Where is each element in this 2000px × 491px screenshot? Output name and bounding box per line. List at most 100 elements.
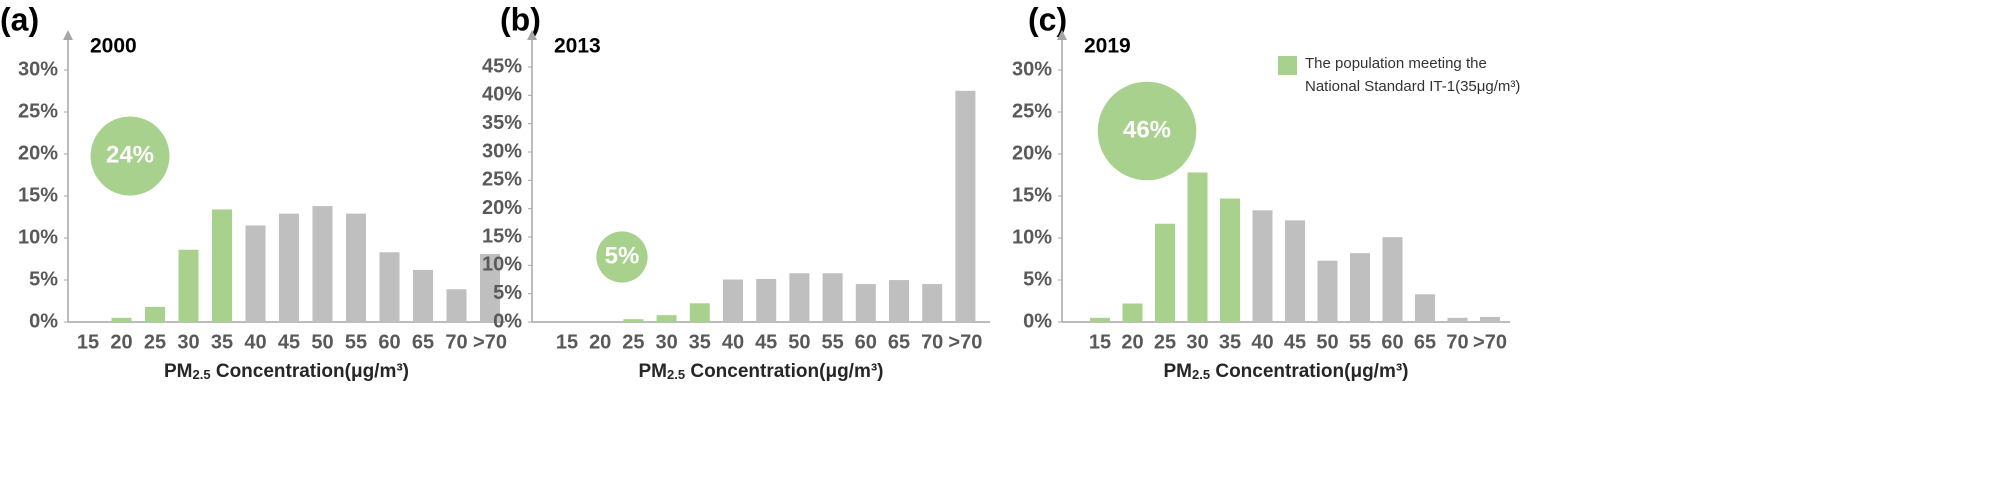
bar bbox=[1447, 317, 1468, 322]
x-axis-label-part: 2.5 bbox=[667, 367, 685, 382]
annotation-label: 5% bbox=[605, 242, 640, 269]
y-tick-label: 5% bbox=[29, 268, 58, 290]
y-tick-label: 0% bbox=[1023, 310, 1052, 332]
x-tick-label: 60 bbox=[378, 331, 400, 353]
y-tick-label: 15% bbox=[1012, 184, 1052, 206]
x-tick-label: 35 bbox=[1219, 331, 1241, 353]
x-tick-label: 50 bbox=[311, 331, 333, 353]
x-tick-label: 55 bbox=[821, 331, 843, 353]
panel-label: (c) bbox=[1028, 1, 1067, 37]
annotation-label: 46% bbox=[1123, 116, 1171, 143]
panel-title: 2000 bbox=[90, 35, 137, 58]
bar bbox=[1155, 223, 1175, 322]
x-tick-label: 20 bbox=[589, 331, 611, 353]
x-tick-label: 35 bbox=[689, 331, 711, 353]
legend-label: National Standard IT-1(35μg/m³) bbox=[1305, 78, 1520, 95]
x-tick-label: >70 bbox=[1473, 331, 1507, 353]
x-tick-label: 55 bbox=[1349, 331, 1371, 353]
x-tick-label: 70 bbox=[1446, 331, 1468, 353]
bar bbox=[1090, 317, 1110, 322]
x-axis-label-part: Concentration(μg/m³) bbox=[685, 361, 883, 382]
bar bbox=[312, 206, 333, 322]
bar bbox=[855, 284, 876, 322]
bar bbox=[1480, 316, 1500, 322]
x-axis-label: PM2.5 Concentration(μg/m³) bbox=[1163, 361, 1408, 382]
bar bbox=[955, 90, 976, 322]
x-tick-label: 15 bbox=[556, 331, 578, 353]
bar bbox=[178, 249, 199, 322]
x-tick-label: 25 bbox=[144, 331, 166, 353]
annotation-bubble bbox=[596, 231, 648, 283]
y-tick-label: 25% bbox=[1012, 100, 1052, 122]
x-tick-label: 50 bbox=[1316, 331, 1338, 353]
bar bbox=[689, 303, 710, 322]
bar bbox=[1285, 220, 1305, 322]
x-tick-label: 30 bbox=[1186, 331, 1208, 353]
y-tick-label: 45% bbox=[482, 55, 522, 77]
y-tick-label: 5% bbox=[493, 282, 522, 304]
bar bbox=[111, 317, 132, 322]
annotation-bubble bbox=[1097, 81, 1197, 181]
bar bbox=[346, 213, 366, 322]
y-tick-label: 0% bbox=[29, 310, 58, 332]
y-tick-label: 20% bbox=[1012, 142, 1052, 164]
x-axis-label-part: 2.5 bbox=[1192, 367, 1210, 382]
x-axis-label-part: Concentration(μg/m³) bbox=[211, 361, 409, 382]
y-tick-label: 25% bbox=[482, 169, 522, 191]
panel-title: 2019 bbox=[1084, 35, 1131, 58]
x-tick-label: 55 bbox=[345, 331, 367, 353]
bar bbox=[1187, 172, 1208, 322]
x-tick-label: 20 bbox=[110, 331, 132, 353]
panel-label: (b) bbox=[500, 1, 541, 37]
x-tick-label: 40 bbox=[1251, 331, 1273, 353]
panel-title: 2013 bbox=[554, 35, 601, 58]
bar bbox=[279, 213, 299, 322]
panel-label: (a) bbox=[0, 1, 39, 37]
annotation-label: 24% bbox=[106, 141, 154, 168]
y-tick-label: 20% bbox=[18, 142, 58, 164]
x-tick-label: 30 bbox=[177, 331, 199, 353]
legend-label: The population meeting the bbox=[1305, 55, 1487, 72]
bar bbox=[1415, 294, 1435, 322]
x-tick-label: 70 bbox=[445, 331, 467, 353]
x-tick-label: 65 bbox=[888, 331, 910, 353]
bar bbox=[623, 319, 644, 322]
x-tick-label: 70 bbox=[921, 331, 943, 353]
x-tick-label: 50 bbox=[788, 331, 810, 353]
bar bbox=[1122, 303, 1143, 322]
bar bbox=[1220, 198, 1240, 322]
y-axis-arrow bbox=[63, 30, 73, 40]
y-tick-label: 35% bbox=[482, 112, 522, 134]
bar bbox=[656, 315, 677, 322]
y-tick-label: 40% bbox=[482, 84, 522, 106]
bar bbox=[145, 306, 165, 322]
x-tick-label: 60 bbox=[855, 331, 877, 353]
annotation-bubble bbox=[90, 116, 170, 196]
bar bbox=[1350, 253, 1370, 322]
y-tick-label: 20% bbox=[482, 197, 522, 219]
y-tick-label: 30% bbox=[1012, 58, 1052, 80]
y-tick-label: 10% bbox=[482, 254, 522, 276]
y-tick-label: 5% bbox=[1023, 268, 1052, 290]
x-tick-label: 20 bbox=[1121, 331, 1143, 353]
y-tick-label: 10% bbox=[18, 226, 58, 248]
bar bbox=[789, 273, 810, 322]
bar bbox=[480, 253, 500, 322]
y-tick-label: 10% bbox=[1012, 226, 1052, 248]
y-tick-label: 25% bbox=[18, 100, 58, 122]
x-tick-label: 45 bbox=[755, 331, 777, 353]
bar bbox=[822, 273, 843, 322]
x-tick-label: >70 bbox=[948, 331, 982, 353]
y-tick-label: 30% bbox=[18, 58, 58, 80]
x-tick-label: 25 bbox=[1154, 331, 1176, 353]
x-tick-label: >70 bbox=[473, 331, 507, 353]
x-tick-label: 45 bbox=[278, 331, 300, 353]
bar bbox=[245, 225, 266, 322]
x-tick-label: 40 bbox=[722, 331, 744, 353]
y-axis-arrow bbox=[527, 30, 537, 40]
y-tick-label: 15% bbox=[18, 184, 58, 206]
x-axis-label-part: 2.5 bbox=[192, 367, 210, 382]
x-tick-label: 65 bbox=[1414, 331, 1436, 353]
x-tick-label: 15 bbox=[1089, 331, 1111, 353]
